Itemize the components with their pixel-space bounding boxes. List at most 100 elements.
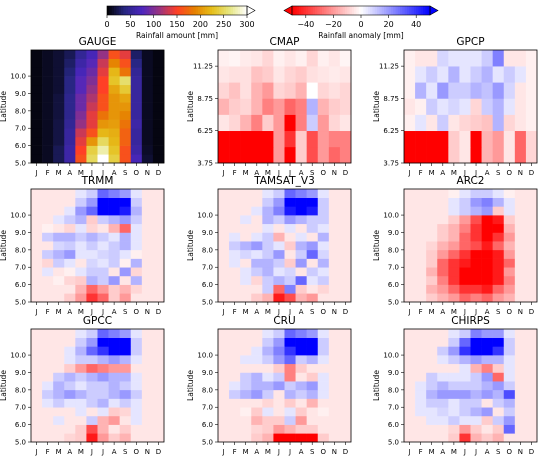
- heatmap-cell: [240, 346, 252, 356]
- panel-title: GAUGE: [79, 36, 117, 48]
- heatmap-cell: [119, 407, 132, 417]
- heatmap-cell: [64, 363, 76, 373]
- heatmap-cell: [86, 267, 98, 277]
- heatmap-cell: [273, 424, 285, 434]
- heatmap-cell: [31, 223, 43, 233]
- y-tick-label: 9.0: [15, 229, 26, 237]
- heatmap-cell: [273, 293, 285, 303]
- heatmap-cell: [503, 258, 516, 268]
- heatmap-cell: [295, 130, 307, 148]
- heatmap-cell: [448, 381, 460, 391]
- y-axis-label: Latitude: [372, 91, 381, 122]
- heatmap-cell: [141, 381, 154, 391]
- heatmap-cell: [295, 275, 307, 285]
- heatmap-cell: [295, 415, 307, 425]
- heatmap-cell: [328, 284, 341, 294]
- anomaly-colorbar-label: Rainfall anomaly [mm]: [318, 31, 404, 40]
- heatmap-cell: [152, 136, 165, 146]
- heatmap-cell: [130, 241, 143, 251]
- heatmap-cell: [426, 363, 438, 373]
- heatmap-cell: [119, 206, 132, 216]
- heatmap-cell: [42, 58, 54, 68]
- heatmap-cell: [284, 267, 296, 277]
- heatmap-cell: [459, 363, 471, 373]
- heatmap-cell: [53, 145, 65, 155]
- y-axis-label: Latitude: [186, 230, 195, 261]
- heatmap-cell: [295, 232, 307, 242]
- heatmap-cell: [42, 433, 54, 443]
- heatmap-cell: [64, 232, 76, 242]
- heatmap-cell: [251, 389, 263, 399]
- y-tick-label: 7.0: [15, 264, 26, 272]
- heatmap-cell: [108, 407, 120, 417]
- heatmap-cell: [481, 275, 493, 285]
- x-tick-label: F: [233, 448, 237, 456]
- heatmap-cell: [306, 424, 319, 434]
- heatmap-cell: [75, 415, 87, 425]
- heatmap-cell: [306, 363, 319, 373]
- heatmap-cell: [481, 189, 493, 198]
- heatmap-cell: [262, 275, 274, 285]
- heatmap-cell: [284, 258, 296, 268]
- heatmap-cell: [86, 67, 98, 77]
- heatmap-cell: [53, 206, 65, 216]
- heatmap-cell: [86, 232, 98, 242]
- heatmap-cell: [426, 293, 438, 303]
- heatmap-cell: [306, 398, 319, 408]
- heatmap-cell: [273, 267, 285, 277]
- heatmap-cell: [218, 114, 230, 132]
- heatmap-cell: [152, 128, 165, 138]
- heatmap-cell: [229, 114, 241, 132]
- y-tick-label: 5.0: [15, 299, 26, 307]
- heatmap-cell: [240, 50, 252, 67]
- heatmap-cell: [251, 355, 263, 365]
- heatmap-cell: [75, 197, 87, 207]
- heatmap-cell: [470, 241, 482, 251]
- heatmap-cell: [404, 267, 416, 277]
- heatmap-cell: [437, 232, 449, 242]
- heatmap-cell: [251, 398, 263, 408]
- x-tick-label: J: [35, 308, 38, 316]
- heatmap-cell: [86, 329, 98, 338]
- heatmap-cell: [119, 258, 132, 268]
- heatmap-cell: [448, 82, 460, 99]
- heatmap-cell: [229, 381, 241, 391]
- x-tick-label: M: [78, 308, 84, 316]
- heatmap-cell: [141, 241, 154, 251]
- y-tick-label: 6.0: [202, 281, 213, 289]
- heatmap-cell: [339, 223, 352, 233]
- heatmap-cell: [119, 136, 132, 146]
- heatmap-cell: [306, 130, 319, 148]
- y-tick-label: 10.0: [383, 352, 399, 360]
- heatmap-cell: [317, 355, 330, 365]
- heatmap-cell: [481, 407, 493, 417]
- heatmap-cell: [75, 381, 87, 391]
- heatmap-cell: [459, 415, 471, 425]
- heatmap-cell: [229, 197, 241, 207]
- x-tick-label: A: [254, 448, 259, 456]
- heatmap-cell: [317, 346, 330, 356]
- heatmap-cell: [53, 58, 65, 68]
- heatmap-cell: [141, 58, 154, 68]
- heatmap-cell: [141, 67, 154, 77]
- heatmap-cell: [459, 114, 471, 132]
- heatmap-cell: [31, 433, 43, 443]
- heatmap-cell: [404, 346, 416, 356]
- heatmap-cell: [130, 102, 143, 112]
- anomaly-colorbar-tick-label: −40: [297, 20, 314, 29]
- heatmap-cell: [328, 407, 341, 417]
- heatmap-cell: [481, 130, 493, 148]
- heatmap-cell: [262, 114, 274, 132]
- heatmap-cell: [130, 50, 143, 59]
- y-tick-label: 7.0: [202, 264, 213, 272]
- heatmap-cell: [229, 293, 241, 303]
- x-tick-label: A: [67, 308, 72, 316]
- heatmap-cell: [31, 355, 43, 365]
- heatmap-cell: [492, 407, 505, 417]
- heatmap-cell: [141, 136, 154, 146]
- heatmap-cell: [437, 284, 449, 294]
- heatmap-cell: [240, 284, 252, 294]
- heatmap-cell: [437, 424, 449, 434]
- heatmap-cell: [108, 249, 120, 259]
- heatmap-cell: [317, 223, 330, 233]
